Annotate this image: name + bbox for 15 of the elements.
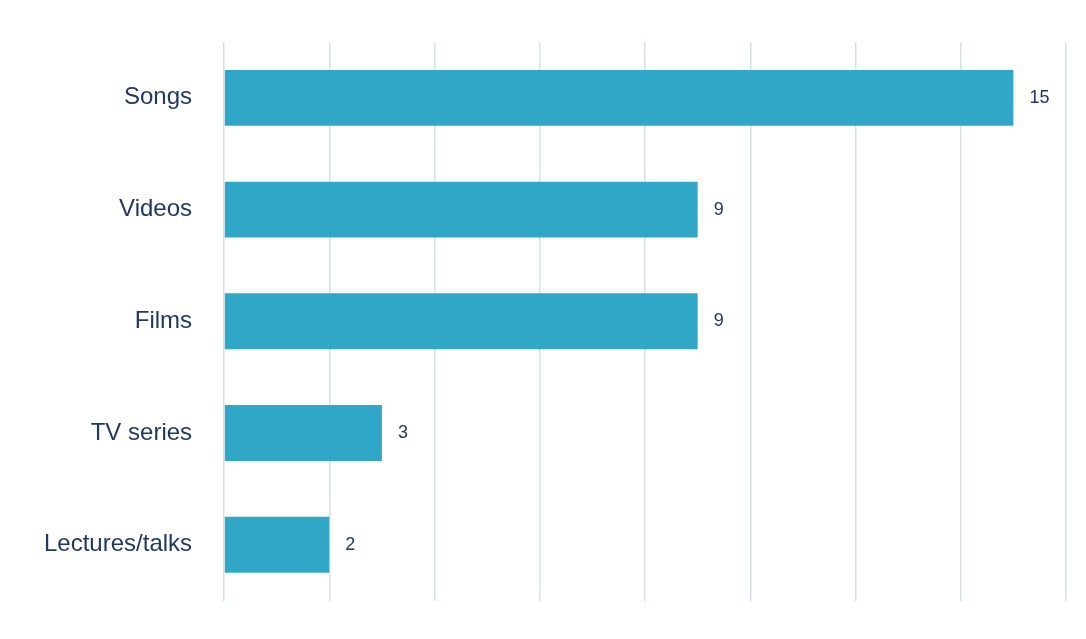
- bar: [224, 516, 330, 573]
- data-label: 9: [713, 198, 724, 219]
- data-label: 9: [713, 310, 724, 331]
- y-tick-label: TV series: [90, 417, 193, 445]
- y-tick-label: Lectures/talks: [43, 529, 193, 557]
- bar: [224, 405, 382, 461]
- data-label: 3: [397, 421, 408, 442]
- y-tick-label: Videos: [119, 194, 193, 222]
- bar: [224, 293, 698, 350]
- data-label: 15: [1029, 86, 1050, 107]
- bar: [224, 181, 698, 238]
- data-label: 2: [345, 533, 356, 554]
- y-tick-label: Films: [134, 305, 193, 333]
- y-tick-label: Songs: [124, 82, 193, 110]
- bar: [224, 69, 1014, 126]
